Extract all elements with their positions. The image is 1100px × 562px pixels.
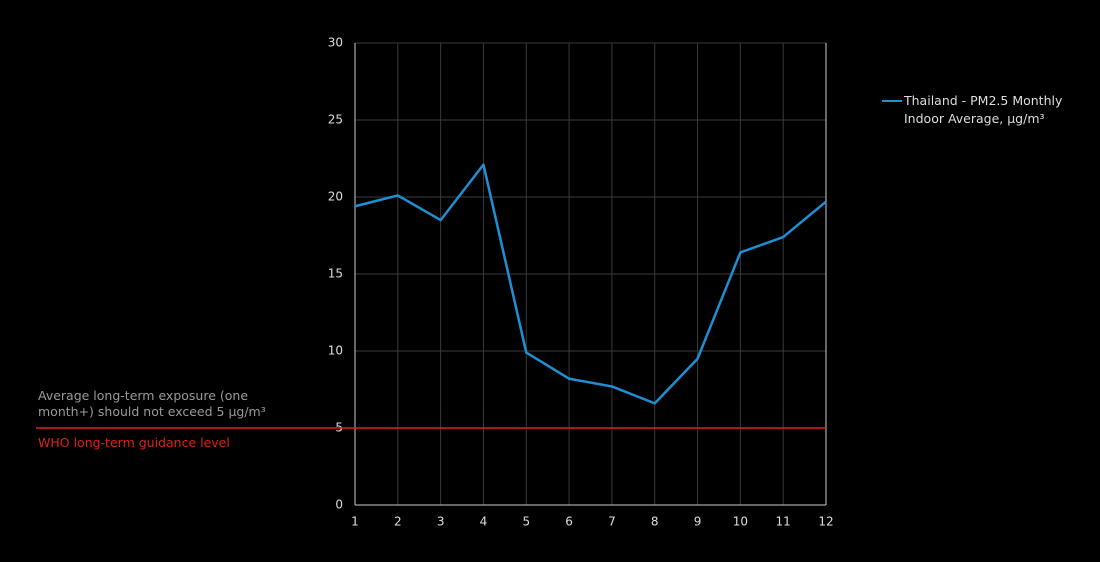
y-tick-label: 20 (328, 190, 343, 204)
legend-label: Thailand - PM2.5 Monthly Indoor Average,… (904, 93, 1063, 126)
x-tick-label: 3 (437, 515, 445, 529)
x-tick-label: 8 (651, 515, 659, 529)
x-tick-label: 10 (733, 515, 748, 529)
y-tick-label: 0 (335, 498, 343, 512)
x-tick-label: 6 (565, 515, 573, 529)
x-tick-label: 5 (522, 515, 530, 529)
y-tick-label: 15 (328, 267, 343, 281)
x-tick-label: 11 (776, 515, 791, 529)
x-tick-label: 4 (480, 515, 488, 529)
x-tick-label: 7 (608, 515, 616, 529)
x-tick-label: 12 (818, 515, 833, 529)
y-tick-label: 10 (328, 344, 343, 358)
y-tick-label: 25 (328, 113, 343, 127)
reference-label: WHO long-term guidance level (38, 435, 230, 450)
annotation: Average long-term exposure (one month+) … (38, 388, 266, 419)
data-line (354, 163, 827, 405)
legend-swatch (882, 100, 902, 102)
x-tick-label: 2 (394, 515, 402, 529)
y-tick-label: 30 (328, 36, 343, 50)
x-tick-label: 1 (351, 515, 359, 529)
x-tick-label: 9 (694, 515, 702, 529)
